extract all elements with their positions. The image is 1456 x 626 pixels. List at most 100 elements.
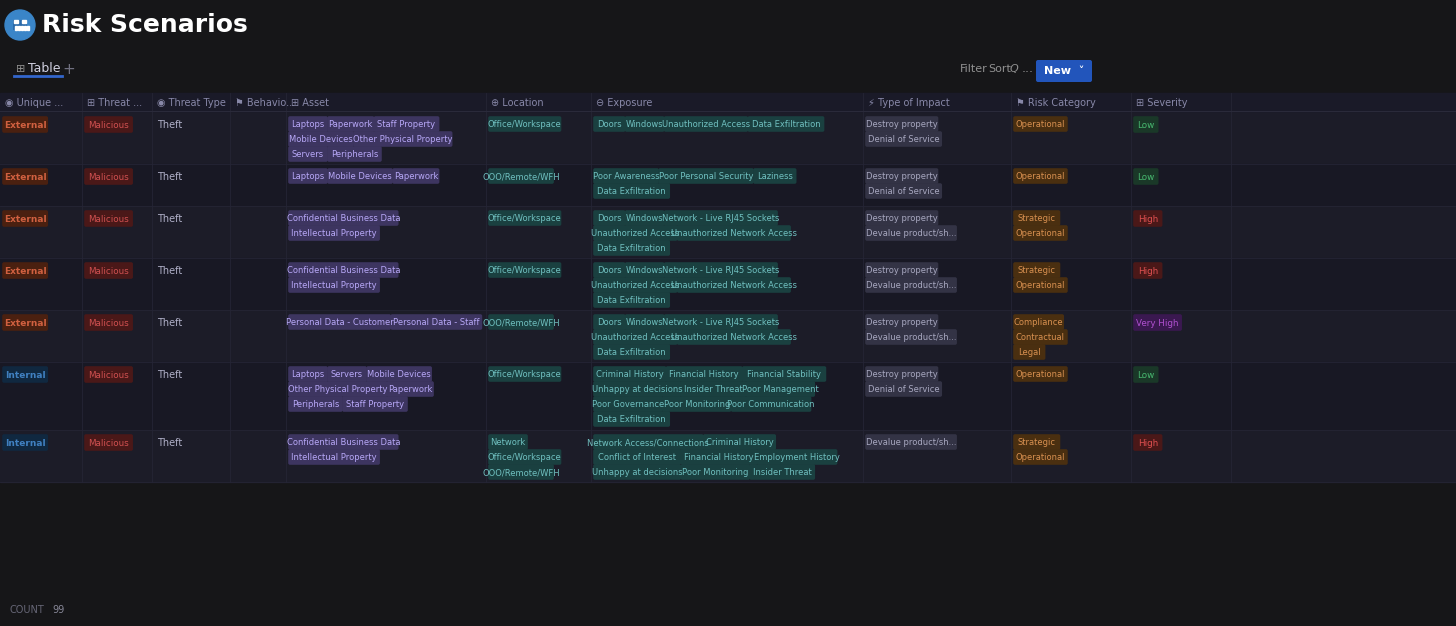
FancyBboxPatch shape [288,146,328,162]
Bar [0,258,1456,310]
FancyBboxPatch shape [1013,116,1067,132]
FancyBboxPatch shape [1037,60,1092,82]
FancyBboxPatch shape [865,262,938,278]
FancyBboxPatch shape [865,131,942,147]
FancyBboxPatch shape [1013,262,1060,278]
Text: Devalue product/sh...: Devalue product/sh... [866,229,957,238]
Text: Personal Data - Staff: Personal Data - Staff [393,318,479,327]
FancyBboxPatch shape [593,277,677,293]
FancyBboxPatch shape [680,464,750,480]
FancyBboxPatch shape [593,168,660,184]
Bar [15,26,17,30]
Text: Financial History: Financial History [684,453,754,462]
FancyBboxPatch shape [374,116,440,132]
FancyBboxPatch shape [677,329,791,345]
Text: High: High [1137,438,1158,448]
FancyBboxPatch shape [387,381,434,397]
Text: Confidential Business Data: Confidential Business Data [287,214,400,223]
Text: Denial of Service: Denial of Service [868,385,939,394]
FancyBboxPatch shape [593,183,670,199]
Text: Sort: Sort [989,64,1010,74]
FancyBboxPatch shape [84,116,132,133]
Text: Malicious: Malicious [89,120,130,130]
FancyBboxPatch shape [593,116,626,132]
Text: Destroy property: Destroy property [866,214,938,223]
Text: Denial of Service: Denial of Service [868,135,939,144]
Text: Unauthorized Access: Unauthorized Access [591,333,680,342]
Text: Peripherals: Peripherals [331,150,379,159]
Text: Denial of Service: Denial of Service [868,187,939,196]
FancyBboxPatch shape [865,116,938,132]
FancyBboxPatch shape [865,277,957,293]
FancyBboxPatch shape [865,329,957,345]
Text: OOO/Remote/WFH: OOO/Remote/WFH [482,318,561,327]
FancyBboxPatch shape [593,381,681,397]
FancyBboxPatch shape [593,329,677,345]
FancyBboxPatch shape [488,262,562,278]
Text: ◉ Threat Type: ◉ Threat Type [157,98,226,108]
Text: Theft: Theft [157,120,182,130]
FancyBboxPatch shape [1013,314,1064,330]
FancyBboxPatch shape [625,262,664,278]
Text: ⊕ Location: ⊕ Location [491,98,543,108]
Text: Theft: Theft [157,318,182,328]
Text: Personal Data - Customer: Personal Data - Customer [285,318,393,327]
Text: Unauthorized Access: Unauthorized Access [662,120,750,129]
Text: ⚑ Risk Category: ⚑ Risk Category [1016,98,1096,108]
FancyBboxPatch shape [865,225,957,241]
FancyBboxPatch shape [3,314,48,331]
Text: External: External [4,215,47,223]
Text: Network - Live RJ45 Sockets: Network - Live RJ45 Sockets [662,214,779,223]
FancyBboxPatch shape [288,449,380,464]
Text: External: External [4,319,47,327]
Text: Office/Workspace: Office/Workspace [488,120,562,129]
Text: Legal: Legal [1018,348,1041,357]
Text: Theft: Theft [157,438,182,448]
Text: High: High [1137,215,1158,223]
FancyBboxPatch shape [865,210,938,226]
FancyBboxPatch shape [662,396,731,412]
Text: Devalue product/sh...: Devalue product/sh... [866,438,957,447]
Bar [23,26,26,30]
FancyBboxPatch shape [625,210,664,226]
Text: Theft: Theft [157,370,182,380]
FancyBboxPatch shape [743,366,826,382]
Text: Malicious: Malicious [89,173,130,182]
FancyBboxPatch shape [747,116,824,132]
FancyBboxPatch shape [3,168,48,185]
FancyBboxPatch shape [3,116,48,133]
Text: Conflict of Interest: Conflict of Interest [598,453,676,462]
FancyBboxPatch shape [625,116,664,132]
Text: Data Exfiltration: Data Exfiltration [597,296,665,305]
Text: Very High: Very High [1136,319,1179,327]
Text: Servers: Servers [293,150,325,159]
Text: Data Exfiltration: Data Exfiltration [751,120,820,129]
Bar [0,93,1456,111]
Text: 99: 99 [52,605,64,615]
Text: Mobile Devices: Mobile Devices [290,135,352,144]
FancyBboxPatch shape [288,434,399,450]
Text: Network Access/Connections: Network Access/Connections [587,438,709,447]
FancyBboxPatch shape [328,116,374,132]
FancyBboxPatch shape [342,396,408,412]
FancyBboxPatch shape [1013,210,1060,226]
Text: ⊖ Exposure: ⊖ Exposure [596,98,652,108]
Text: Peripherals: Peripherals [291,400,339,409]
FancyBboxPatch shape [390,314,482,330]
Text: Network - Live RJ45 Sockets: Network - Live RJ45 Sockets [662,266,779,275]
Text: Theft: Theft [157,172,182,182]
FancyBboxPatch shape [488,366,562,382]
Text: Poor Personal Security: Poor Personal Security [658,172,753,181]
FancyBboxPatch shape [288,277,380,293]
Text: Windows: Windows [626,214,664,223]
FancyBboxPatch shape [288,366,328,382]
FancyBboxPatch shape [593,344,670,360]
Text: Destroy property: Destroy property [866,172,938,181]
Text: Devalue product/sh...: Devalue product/sh... [866,333,957,342]
FancyBboxPatch shape [1133,366,1159,383]
FancyBboxPatch shape [84,262,132,279]
Text: Intellectual Property: Intellectual Property [291,281,377,290]
FancyBboxPatch shape [677,277,791,293]
FancyBboxPatch shape [593,210,626,226]
FancyBboxPatch shape [288,262,399,278]
